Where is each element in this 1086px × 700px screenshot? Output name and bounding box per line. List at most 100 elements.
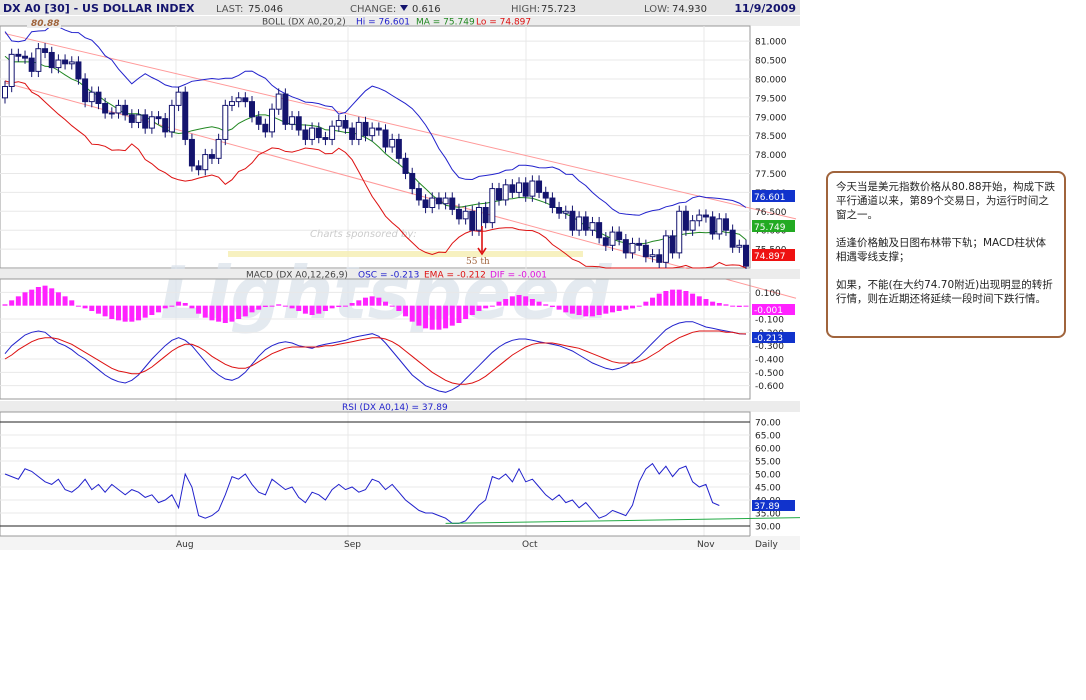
candle-body — [369, 127, 376, 137]
macd-bar — [496, 301, 502, 306]
macd-bar — [403, 305, 409, 317]
macd-bar — [423, 305, 429, 329]
boll-hi-box: 76.601 — [754, 193, 786, 203]
macd-legend-osc: OSC = -0.213 — [358, 271, 419, 281]
macd-bar — [536, 301, 542, 306]
macd-bar — [69, 300, 75, 306]
candle-body — [269, 108, 276, 133]
candle-body — [349, 127, 356, 140]
candle-body — [208, 154, 215, 159]
candle-body — [222, 104, 229, 140]
x-label-aug: Aug — [176, 540, 194, 550]
candle-body — [55, 59, 62, 69]
macd-bar — [29, 289, 35, 306]
candle-body — [28, 57, 35, 72]
candle-body — [576, 216, 583, 231]
macd-bar — [663, 291, 669, 306]
candle-body — [22, 55, 29, 59]
candle-body — [702, 214, 709, 218]
candle-body — [562, 210, 569, 214]
x-label-period: Daily — [755, 540, 778, 550]
macd-bar — [703, 299, 709, 306]
macd-bar — [396, 305, 402, 311]
candle-body — [455, 208, 462, 220]
candle-body — [716, 218, 723, 235]
price-legend-bar — [0, 16, 800, 26]
macd-bar — [169, 305, 175, 307]
macd-bar — [256, 305, 262, 310]
candle-body — [736, 244, 743, 248]
macd-bar — [556, 305, 562, 310]
candle-body — [95, 91, 102, 105]
candle-body — [289, 116, 296, 125]
candle-body — [729, 229, 736, 248]
macd-bar — [656, 293, 662, 306]
macd-tick-label: -0.600 — [755, 382, 784, 392]
rsi-tick-label: 70.00 — [755, 419, 781, 429]
price-plot-area — [0, 25, 751, 269]
macd-bar — [383, 301, 389, 306]
low-annotation-text: 55 th — [466, 257, 490, 267]
candle-body — [469, 210, 476, 231]
macd-bar — [503, 299, 509, 306]
candle-body — [622, 239, 629, 254]
macd-bar — [736, 305, 742, 307]
macd-bar — [730, 305, 736, 307]
candle-body — [249, 101, 255, 118]
candle-body — [409, 172, 416, 190]
note-paragraph-3: 如果，不能(在大约74.70附近)出现明显的转折行情，则在近期还将延续一段时间下… — [836, 279, 1053, 305]
candle-body — [195, 165, 202, 171]
candle-body — [255, 116, 262, 125]
boll-ma-box: 75.749 — [754, 223, 786, 233]
boll-legend-ma: MA = 75.749 — [416, 18, 475, 28]
macd-bar — [509, 296, 515, 306]
rsi-lines — [4, 462, 800, 524]
macd-bar — [229, 305, 235, 322]
boll-upper-line — [4, 24, 747, 216]
sponsor-text: Charts sponsored by: — [310, 229, 417, 240]
macd-bar — [282, 305, 288, 307]
note-paragraph-2: 适逢价格触及日图布林带下轨；MACD柱状体相遇零线支撑； — [836, 237, 1046, 263]
candle-body — [395, 138, 402, 159]
price-tick-label: 80.500 — [755, 57, 787, 67]
macd-bar — [516, 295, 522, 306]
macd-bar — [242, 305, 248, 317]
candle-body — [602, 237, 609, 246]
rsi-tick-label: 55.00 — [755, 458, 781, 468]
macd-bar — [650, 297, 656, 306]
candle-body — [48, 51, 55, 69]
candle-body — [322, 137, 329, 140]
candle-body — [235, 97, 242, 103]
rsi-tick-label: 65.00 — [755, 432, 781, 442]
candle-body — [309, 127, 316, 140]
candle-body — [582, 216, 589, 231]
candle-body — [42, 48, 49, 53]
macd-bar — [89, 305, 95, 311]
macd-bar — [75, 305, 81, 307]
macd-bar — [449, 305, 455, 326]
candle-body — [2, 86, 8, 99]
macd-bar — [276, 304, 282, 306]
macd-bar — [489, 305, 495, 307]
macd-osc-box: -0.213 — [754, 334, 783, 344]
macd-bar — [95, 305, 101, 314]
candle-body — [382, 129, 389, 148]
candle-body — [709, 216, 716, 235]
macd-bar — [55, 292, 61, 306]
macd-bar — [416, 305, 422, 326]
macd-bar — [49, 288, 55, 306]
high-value: 75.723 — [541, 4, 576, 15]
macd-bar — [429, 305, 435, 330]
candle-body — [88, 91, 95, 103]
macd-bar — [583, 305, 589, 317]
candle-body — [636, 242, 643, 246]
candle-body — [142, 114, 149, 129]
macd-bar — [456, 305, 462, 323]
macd-bar — [182, 303, 188, 306]
candle-body — [275, 93, 282, 110]
macd-bar — [349, 303, 355, 306]
macd-bar — [483, 305, 489, 309]
macd-bar — [469, 305, 475, 315]
macd-bar — [302, 305, 308, 314]
rsi-gridlines — [0, 421, 750, 527]
